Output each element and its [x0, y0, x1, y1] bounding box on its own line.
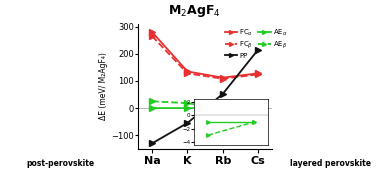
Legend: AE$_\alpha$, AE$_\beta$: AE$_\alpha$, AE$_\beta$	[258, 27, 287, 51]
Text: layered perovskite: layered perovskite	[290, 159, 371, 168]
Text: M$_2$AgF$_4$: M$_2$AgF$_4$	[168, 3, 221, 19]
Y-axis label: ΔE (meV/ M₂AgF₄): ΔE (meV/ M₂AgF₄)	[99, 52, 108, 120]
Text: post-perovskite: post-perovskite	[26, 159, 94, 168]
